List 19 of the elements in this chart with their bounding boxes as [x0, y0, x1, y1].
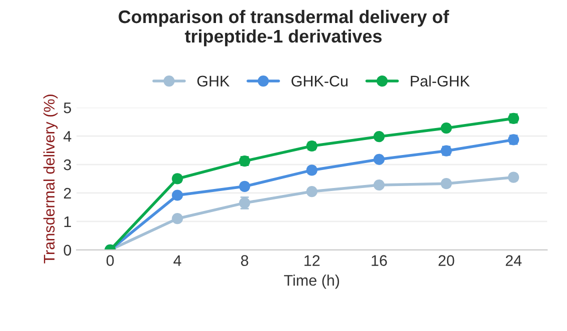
x-tick-label: 12: [304, 255, 320, 266]
y-tick-label: 1: [64, 216, 71, 227]
x-tick-label: 0: [106, 255, 114, 266]
x-tick-label: 4: [173, 255, 182, 266]
y-axis-title: Transdermal delivery (%): [43, 94, 58, 264]
x-tick-label: 24: [506, 255, 522, 266]
y-tick-label: 0: [64, 244, 72, 256]
y-tick-label: 4: [64, 131, 72, 142]
legend-label: Pal-GHK: [410, 75, 470, 87]
x-tick-label: 8: [241, 255, 248, 266]
chart-title: Comparison of transdermal delivery of tripeptide-1 derivatives: [118, 10, 450, 46]
legend-label: GHK-Cu: [292, 76, 348, 87]
legend-label: GHK: [197, 76, 230, 87]
x-tick-label: 20: [438, 255, 454, 266]
x-tick-label: 16: [372, 255, 387, 266]
y-tick-label: 3: [64, 159, 72, 170]
y-tick-label: 2: [64, 188, 71, 199]
x-axis-title: Time (h): [284, 274, 340, 289]
y-tick-label: 5: [64, 102, 72, 114]
